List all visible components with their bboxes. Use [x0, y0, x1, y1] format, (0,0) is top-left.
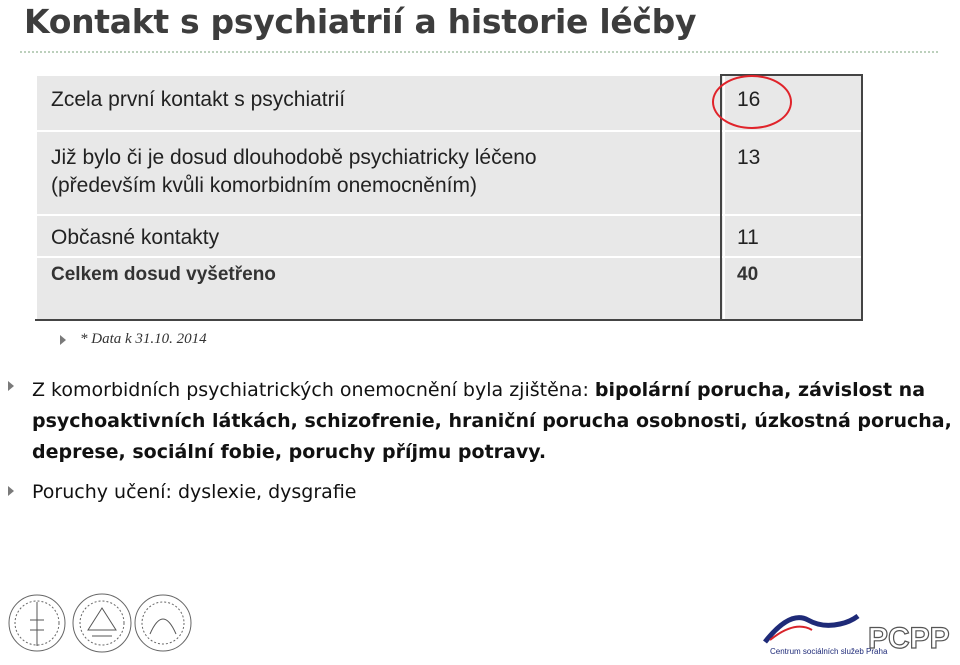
learning-disorders-paragraph: Poruchy učení: dyslexie, dysgrafie	[32, 481, 357, 503]
row-label-occasional: Občasné kontakty	[51, 226, 220, 249]
row-value-long-term-treated: 13	[737, 146, 761, 169]
bullet-icon	[8, 381, 14, 391]
row-value-occasional: 11	[737, 226, 759, 249]
row-label-line1: Již bylo či je dosud dlouhodobě psychiat…	[51, 146, 537, 169]
seal-logo-3	[134, 594, 192, 652]
table-row: Již bylo či je dosud dlouhodobě psychiat…	[35, 130, 863, 216]
row-label-first-contact: Zcela první kontakt s psychiatrií	[51, 88, 346, 111]
row-value-total: 40	[737, 264, 759, 285]
data-date-note: * Data k 31.10. 2014	[80, 331, 207, 347]
table-row: Občasné kontakty 11	[35, 214, 863, 258]
footer-logos: Centrum sociálních služeb Praha PCPP	[8, 593, 950, 656]
highlight-circle	[712, 75, 792, 129]
row-label-total: Celkem dosud vyšetřeno	[51, 264, 276, 285]
seal-logo-2	[72, 593, 132, 653]
title-divider	[20, 51, 938, 53]
comorbidity-list: bipolární porucha, závislost na psychoak…	[32, 379, 952, 463]
csspp-logo: Centrum sociálních služeb Praha	[763, 613, 888, 656]
bullet-icon	[8, 486, 14, 496]
comorbidity-prefix: Z komorbidních psychiatrických onemocněn…	[32, 379, 595, 401]
row-label-long-term-treated: Již bylo či je dosud dlouhodobě psychiat…	[51, 144, 723, 200]
table-frame-top	[722, 74, 863, 76]
pcpp-text: PCPP	[868, 622, 950, 655]
page-title: Kontakt s psychiatrií a historie léčby	[24, 2, 697, 41]
csspp-caption: Centrum sociálních služeb Praha	[770, 647, 888, 656]
seal-logo-1	[8, 594, 66, 652]
comorbidity-paragraph: Z komorbidních psychiatrických onemocněn…	[32, 375, 960, 468]
note-bullet-icon	[60, 335, 66, 345]
pcpp-logo: PCPP	[867, 621, 950, 655]
table-row: Celkem dosud vyšetřeno 40	[35, 256, 863, 323]
table-column-divider	[720, 74, 722, 321]
row-label-line2: (především kvůli komorbidním onemocněním…	[51, 174, 477, 197]
